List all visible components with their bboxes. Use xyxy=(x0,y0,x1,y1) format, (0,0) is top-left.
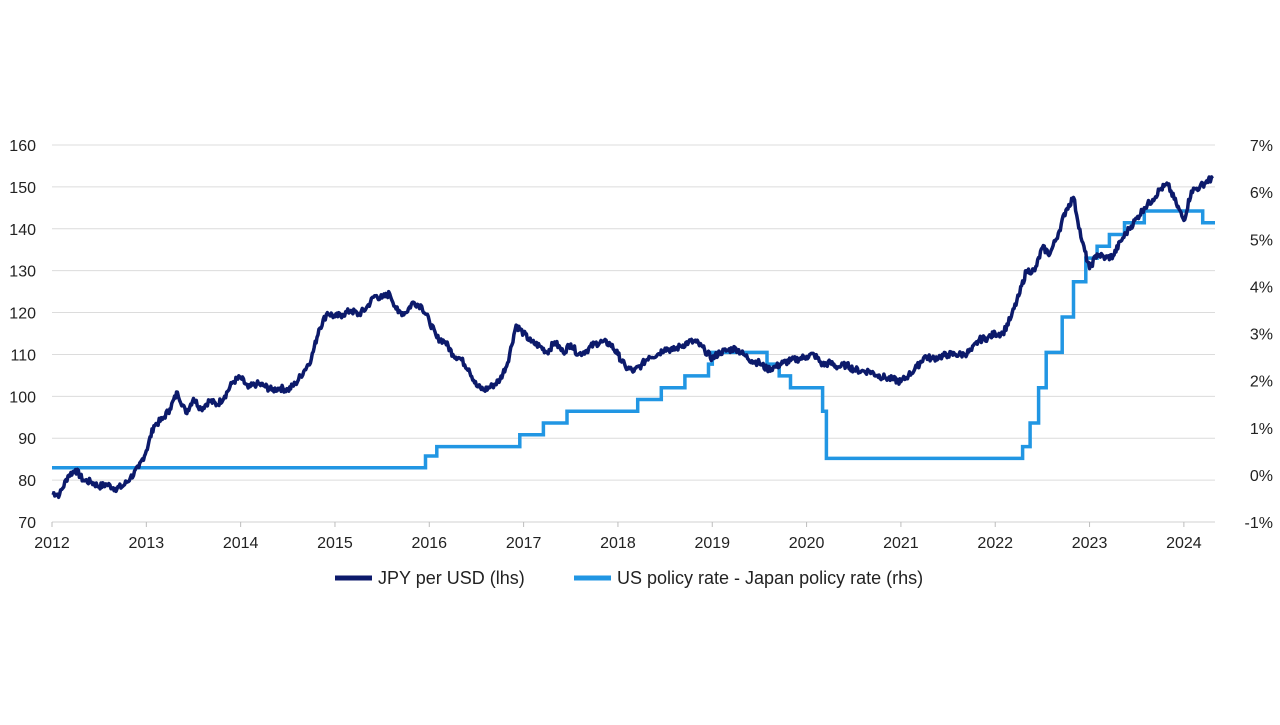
series-line-jpy xyxy=(51,175,1214,500)
y-left-tick-label: 100 xyxy=(9,389,36,406)
legend: JPY per USD (lhs) US policy rate - Japan… xyxy=(335,568,923,588)
y-axis-left: 70 80 90 100 110 120 130 140 150 160 xyxy=(9,138,36,532)
y-right-tick-label: 5% xyxy=(1250,232,1273,249)
x-tick-label: 2021 xyxy=(883,535,919,552)
x-tick-label: 2012 xyxy=(34,535,70,552)
y-left-tick-label: 110 xyxy=(10,347,36,364)
y-right-tick-label: 7% xyxy=(1250,138,1273,155)
y-right-tick-label: 1% xyxy=(1250,421,1273,438)
x-tick-label: 2020 xyxy=(789,535,825,552)
gridlines xyxy=(52,144,1215,481)
y-left-tick-label: 90 xyxy=(18,431,36,448)
x-tick-label: 2024 xyxy=(1166,535,1202,552)
x-tick-label: 2013 xyxy=(129,535,165,552)
y-left-tick-label: 120 xyxy=(9,306,36,323)
legend-item-jpy: JPY per USD (lhs) xyxy=(335,568,525,588)
y-right-tick-label: 0% xyxy=(1250,468,1273,485)
legend-label-jpy: JPY per USD (lhs) xyxy=(378,568,525,588)
y-left-tick-label: 70 xyxy=(18,515,36,532)
x-tick-label: 2015 xyxy=(317,535,353,552)
x-tick-label: 2014 xyxy=(223,535,259,552)
y-left-tick-label: 140 xyxy=(9,222,36,239)
x-tick-label: 2023 xyxy=(1072,535,1108,552)
y-left-tick-label: 80 xyxy=(18,473,36,490)
x-tick-label: 2019 xyxy=(694,535,730,552)
y-left-tick-label: 150 xyxy=(9,180,36,197)
legend-label-rate-diff: US policy rate - Japan policy rate (rhs) xyxy=(617,568,923,588)
y-left-tick-label: 160 xyxy=(9,138,36,155)
y-right-tick-label: 4% xyxy=(1250,279,1273,296)
y-right-tick-label: -1% xyxy=(1245,515,1273,532)
x-tick-label: 2022 xyxy=(977,535,1013,552)
x-axis: 2012 2013 2014 2015 2016 2017 2018 2019 2020 2021… xyxy=(34,521,1215,552)
y-right-tick-label: 2% xyxy=(1250,374,1273,391)
y-left-tick-label: 130 xyxy=(9,264,36,281)
x-tick-label: 2017 xyxy=(506,535,542,552)
y-right-tick-label: 6% xyxy=(1250,185,1273,202)
legend-item-rate-diff: US policy rate - Japan policy rate (rhs) xyxy=(574,568,923,588)
series-lines xyxy=(51,175,1215,500)
x-tick-label: 2016 xyxy=(411,535,447,552)
y-axis-right: -1% 0% 1% 2% 3% 4% 5% 6% 7% xyxy=(1245,138,1273,532)
y-right-tick-label: 3% xyxy=(1250,327,1273,344)
x-tick-label: 2018 xyxy=(600,535,636,552)
